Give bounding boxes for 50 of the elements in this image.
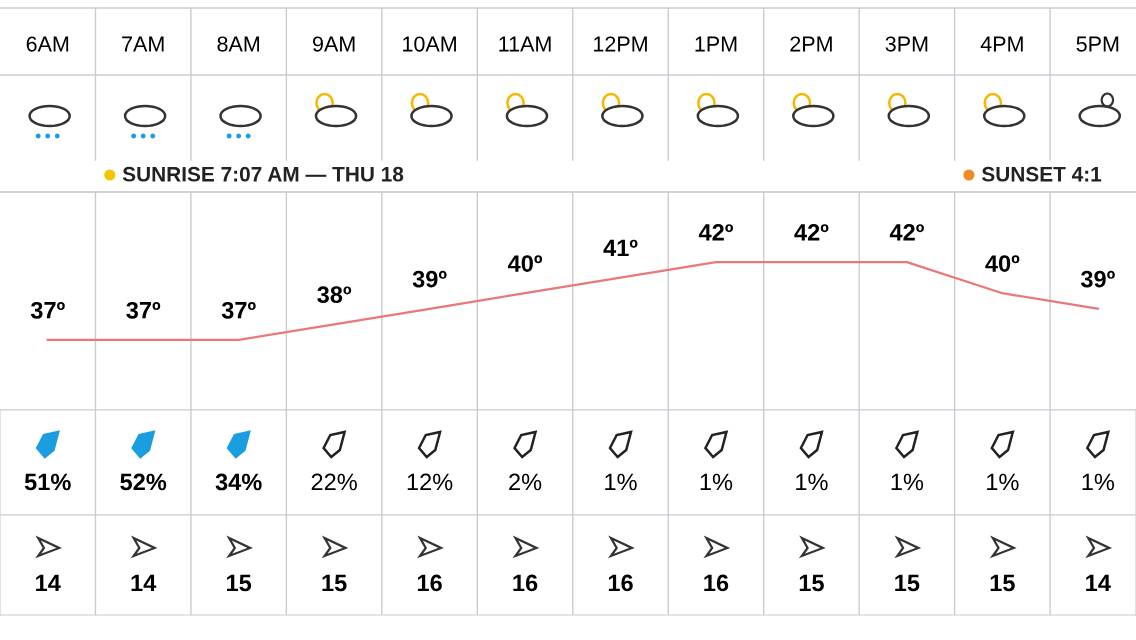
x-tick-label: 1PM (695, 36, 737, 52)
data-label: 37º (221, 301, 256, 319)
data-label: 39º (412, 270, 447, 288)
x-tick-label: 8AM (217, 36, 260, 52)
data-label: 42º (889, 224, 924, 241)
data-label: 16 (513, 574, 538, 592)
text: SUNRISE 7:07 AM — THU 18 (122, 166, 404, 182)
data-label: 40º (985, 255, 1020, 272)
data-label: 1% (1082, 473, 1115, 491)
x-tick-label: 11AM (499, 36, 551, 52)
data-label: 15 (799, 574, 824, 592)
x-tick-label: 6AM (26, 36, 69, 52)
data-label: 37º (126, 301, 161, 319)
data-label: 42º (698, 224, 734, 241)
data-label: 1% (700, 473, 733, 491)
data-label: 40º (507, 255, 543, 272)
data-label: 51% (24, 473, 71, 491)
x-tick-label: 9AM (313, 36, 355, 52)
x-tick-label: 10AM (403, 36, 456, 52)
x-tick-label: 2PM (790, 36, 832, 52)
data-label: 1% (796, 473, 828, 491)
data-label: 42º (794, 224, 829, 241)
data-label: 15 (322, 574, 347, 592)
data-label: 14 (1086, 574, 1111, 592)
data-label: 16 (417, 574, 442, 592)
data-label: 1% (605, 473, 637, 491)
x-tick-label: 5PM (1076, 36, 1119, 52)
x-tick-label: 3PM (885, 36, 928, 52)
data-label: 15 (895, 574, 920, 592)
x-tick-label: 4PM (980, 36, 1023, 52)
data-label: 16 (608, 574, 633, 592)
data-label: 14 (36, 574, 61, 592)
x-tick-label: 12PM (594, 36, 647, 52)
data-label: 16 (704, 574, 729, 592)
data-label: 37º (30, 301, 65, 319)
x-tick-label: 7AM (122, 36, 164, 52)
data-label: 39º (1080, 270, 1115, 288)
data-label: 38º (317, 286, 352, 304)
text: SUNSET 4:1 (981, 166, 1102, 182)
data-label: 14 (131, 574, 157, 592)
data-label: 12% (407, 473, 453, 491)
data-label: 1% (987, 473, 1019, 491)
data-label: 1% (891, 473, 924, 491)
data-label: 15 (990, 574, 1015, 592)
data-label: 22% (311, 473, 357, 491)
data-label: 52% (120, 473, 167, 491)
data-label: 41º (603, 239, 638, 257)
data-label: 2% (509, 473, 542, 491)
data-label: 15 (227, 574, 252, 592)
data-label: 34% (215, 473, 262, 491)
